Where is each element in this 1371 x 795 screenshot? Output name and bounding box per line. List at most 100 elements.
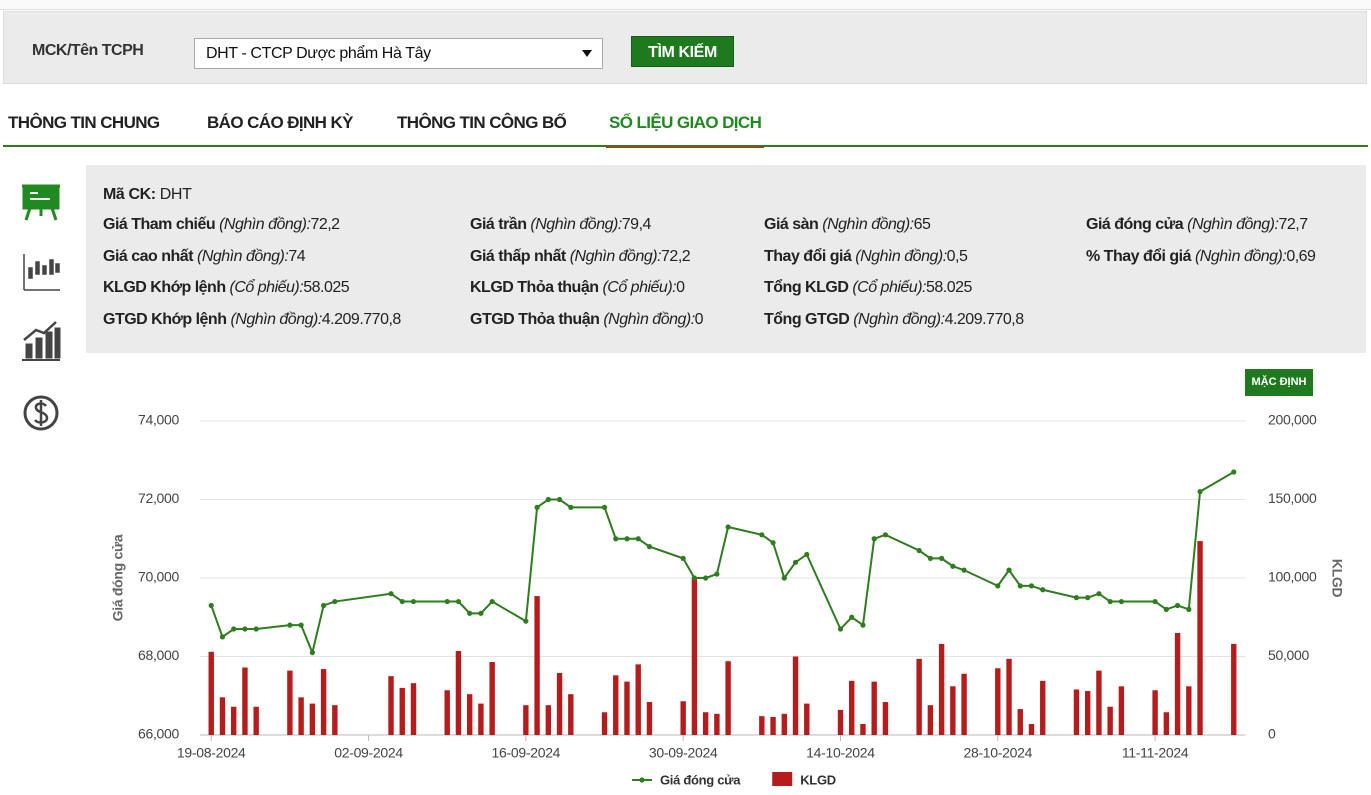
info-value: 58.025 — [303, 279, 350, 296]
price-point — [950, 563, 956, 569]
price-point — [399, 598, 405, 605]
volume-bar — [1073, 689, 1080, 735]
price-point — [1006, 567, 1012, 573]
info-label: GTGD Khớp lệnh — [103, 310, 227, 328]
tab[interactable]: BÁO CÁO ĐỊNH KỲ — [207, 113, 354, 132]
volume-bar — [1096, 670, 1102, 735]
price-point — [568, 504, 574, 510]
volume-bar — [568, 694, 574, 735]
volume-bar — [388, 676, 394, 735]
info-item: Giá Tham chiếu (Nghìn đồng):72,2 — [103, 216, 470, 248]
price-point — [253, 626, 259, 632]
price-point — [1118, 598, 1124, 605]
volume-bar — [781, 713, 788, 735]
volume-bar — [837, 709, 844, 735]
price-point — [916, 547, 922, 554]
x-tick-label: 16-09-2024 — [492, 745, 561, 761]
volume-bar — [792, 656, 799, 735]
price-point — [691, 575, 698, 581]
search-button[interactable]: TÌM KIẾM — [631, 36, 734, 67]
price-point — [309, 649, 315, 656]
price-point — [714, 571, 720, 577]
price-point — [489, 598, 495, 605]
tab[interactable]: THÔNG TIN CHUNG — [8, 113, 160, 132]
info-value: 72,7 — [1278, 216, 1308, 233]
x-tick-label: 02-09-2024 — [334, 745, 403, 761]
candles-icon[interactable] — [23, 254, 60, 291]
price-point — [871, 536, 877, 542]
price-point — [646, 544, 653, 550]
info-value: 72,2 — [661, 247, 691, 265]
volume-bar — [860, 724, 866, 735]
search-label: MCK/Tên TCPH — [32, 42, 144, 59]
info-label: % Thay đổi giá — [1086, 247, 1192, 265]
price-point — [680, 555, 686, 561]
volume-bar — [489, 661, 495, 735]
tab-divider — [3, 145, 1368, 147]
volume-bar — [1107, 706, 1113, 735]
info-panel — [86, 165, 1366, 353]
board-icon[interactable] — [22, 184, 60, 221]
info-item: Tổng KLGD (Cổ phiếu):58.025 — [764, 279, 1086, 311]
volume-bar — [309, 703, 316, 735]
price-point — [1231, 469, 1237, 475]
info-value: 0,5 — [946, 247, 968, 265]
info-item: KLGD Khớp lệnh (Cổ phiếu):58.025 — [103, 279, 470, 311]
price-point — [242, 626, 248, 632]
info-unit: (Cổ phiếu): — [602, 279, 677, 296]
volume-bar — [231, 706, 237, 735]
price-point — [1174, 602, 1181, 609]
reset-button[interactable]: MẶC ĐỊNH — [1245, 369, 1313, 396]
volume-bar — [455, 651, 462, 735]
info-item: Tổng GTGD (Nghìn đồng):4.209.770,8 — [764, 311, 1086, 343]
info-unit: (Nghìn đồng): — [196, 247, 289, 265]
y2-tick-label: 0 — [1268, 726, 1276, 742]
price-point — [287, 622, 293, 628]
info-item: GTGD Khớp lệnh (Nghìn đồng):4.209.770,8 — [103, 311, 470, 343]
info-value: 74 — [288, 247, 306, 265]
info-value: 58.025 — [925, 279, 972, 296]
info-label: Giá cao nhất — [103, 247, 194, 265]
info-unit: (Nghìn đồng): — [1194, 247, 1287, 265]
price-point — [219, 634, 226, 640]
info-unit: (Nghìn đồng): — [569, 247, 662, 265]
price-point — [1096, 591, 1102, 597]
growth-icon[interactable] — [22, 321, 61, 361]
info-value: 0 — [694, 310, 704, 328]
volume-bar — [545, 705, 552, 735]
volume-bar — [1028, 724, 1035, 735]
price-point — [534, 504, 540, 510]
legend-label: Giá đóng cửa — [660, 772, 741, 787]
y2-tick-label: 150,000 — [1268, 490, 1317, 506]
code-value: DHT — [159, 186, 192, 203]
volume-bar — [714, 713, 720, 735]
info-label: GTGD Thỏa thuận — [470, 310, 600, 328]
money-icon[interactable] — [23, 395, 59, 431]
company-select[interactable]: DHT - CTCP Dược phẩm Hà Tây — [194, 38, 603, 69]
price-point — [837, 626, 844, 632]
price-point — [388, 591, 394, 597]
info-label: Thay đổi giá — [764, 247, 852, 265]
volume-bar — [849, 680, 855, 735]
tab[interactable]: THÔNG TIN CÔNG BỐ — [397, 113, 567, 132]
legend-label: KLGD — [800, 772, 836, 787]
info-value: 4.209.770,8 — [944, 310, 1025, 328]
price-point — [455, 598, 462, 605]
price-point — [321, 602, 327, 609]
side-icons — [22, 184, 61, 431]
y2-tick-label: 50,000 — [1268, 647, 1310, 663]
price-point — [927, 555, 933, 561]
info-unit: (Cổ phiếu): — [229, 279, 304, 296]
y-tick-label: 74,000 — [138, 412, 180, 428]
x-tick-label: 11-11-2024 — [1122, 745, 1189, 761]
price-point — [523, 618, 529, 624]
info-unit: (Cổ phiếu): — [852, 279, 926, 296]
info-value: 4.209.770,8 — [321, 310, 402, 328]
info-unit: (Nghìn đồng): — [822, 216, 914, 233]
x-tick-label: 28-10-2024 — [963, 745, 1032, 761]
price-point — [1197, 489, 1203, 495]
info-unit: (Nghìn đồng): — [530, 216, 622, 233]
price-point — [995, 583, 1001, 589]
